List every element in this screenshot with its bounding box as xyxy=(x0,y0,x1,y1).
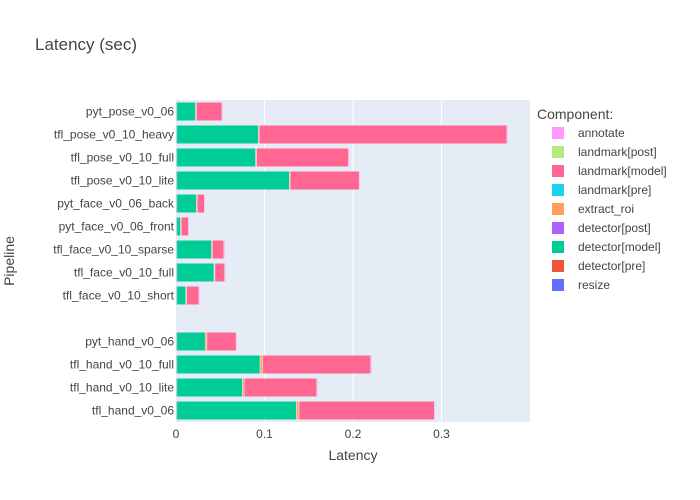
legend-swatch-detector-model xyxy=(552,241,564,253)
bar-landmark-model xyxy=(196,102,223,121)
legend: Component: annotate landmark[post] landmar… xyxy=(537,106,667,292)
y-axis-title: Pipeline xyxy=(1,236,17,286)
legend-label-detector-pre: detector[pre] xyxy=(578,259,645,273)
y-tick-labels: pyt_pose_v0_06 tfl_pose_v0_10_heavy tfl_po… xyxy=(53,105,175,418)
x-tick-labels: 0 0.1 0.2 0.3 xyxy=(173,427,451,441)
bar-landmark-model xyxy=(206,332,237,351)
bar-annotate xyxy=(198,286,201,305)
legend-swatch-annotate xyxy=(552,127,564,139)
y-tick-label: tfl_hand_v0_10_lite xyxy=(70,381,174,395)
bar-landmark-model xyxy=(256,148,349,167)
legend-label-annotate: annotate xyxy=(578,126,625,140)
y-tick-label: tfl_pose_v0_10_heavy xyxy=(54,128,174,142)
bar-annotate xyxy=(358,171,361,190)
legend-title: Component: xyxy=(537,106,613,122)
bar-detector-model xyxy=(176,286,186,305)
bar-extract-roi xyxy=(296,401,300,420)
legend-label-detector-post: detector[post] xyxy=(578,221,651,235)
legend-label-landmark-model: landmark[model] xyxy=(578,164,667,178)
chart-title: Latency (sec) xyxy=(35,35,137,54)
legend-label-detector-model: detector[model] xyxy=(578,240,661,254)
x-tick-label: 0.2 xyxy=(345,427,362,441)
bar-annotate xyxy=(204,194,206,213)
bar-landmark-model xyxy=(214,263,225,282)
x-axis-title: Latency xyxy=(328,447,377,463)
bar-annotate xyxy=(223,240,225,259)
bar-annotate xyxy=(224,263,226,282)
bar-annotate xyxy=(506,125,509,144)
legend-swatch-landmark-post xyxy=(552,146,564,158)
legend-swatch-extract-roi xyxy=(552,203,564,215)
bar-landmark-model xyxy=(186,286,200,305)
y-tick-label: tfl_hand_v0_06 xyxy=(92,404,174,418)
bar-annotate xyxy=(316,378,318,397)
bars xyxy=(175,102,509,420)
y-tick-label: pyt_hand_v0_06 xyxy=(85,335,174,349)
legend-label-extract-roi: extract_roi xyxy=(578,202,634,216)
x-tick-label: 0 xyxy=(173,427,180,441)
y-tick-label: tfl_face_v0_10_short xyxy=(63,289,175,303)
bar-detector-model xyxy=(176,401,297,420)
bar-landmark-model xyxy=(258,125,508,144)
bar-landmark-model xyxy=(243,378,317,397)
bar-detector-model xyxy=(176,125,259,144)
bar-landmark-model xyxy=(181,217,189,236)
y-tick-label: pyt_face_v0_06_back xyxy=(57,197,175,211)
y-tick-label: tfl_pose_v0_10_full xyxy=(71,151,174,165)
y-tick-label: tfl_hand_v0_10_full xyxy=(70,358,174,372)
bar-landmark-model xyxy=(298,401,435,420)
bar-detector-model xyxy=(176,217,181,236)
legend-label-resize: resize xyxy=(578,278,610,292)
bar-detector-model xyxy=(176,332,206,351)
bar-annotate xyxy=(235,332,238,351)
bar-detector-model xyxy=(176,378,243,397)
bar-detector-model xyxy=(176,194,197,213)
bar-detector-model xyxy=(176,171,290,190)
y-tick-label: tfl_face_v0_10_full xyxy=(74,266,174,280)
x-tick-label: 0.3 xyxy=(433,427,450,441)
bar-extract-roi xyxy=(259,355,263,374)
bar-annotate xyxy=(434,401,436,420)
legend-label-landmark-pre: landmark[pre] xyxy=(578,183,651,197)
bar-landmark-model xyxy=(212,240,225,259)
bar-landmark-model xyxy=(289,171,360,190)
x-tick-label: 0.1 xyxy=(256,427,273,441)
legend-label-landmark-post: landmark[post] xyxy=(578,145,657,159)
y-tick-label: pyt_pose_v0_06 xyxy=(86,105,174,119)
legend-swatch-landmark-model xyxy=(552,165,564,177)
bar-detector-model xyxy=(176,355,261,374)
bar-annotate xyxy=(221,102,224,121)
legend-swatch-resize xyxy=(552,279,564,291)
y-tick-label: tfl_face_v0_10_sparse xyxy=(53,243,174,257)
bar-annotate xyxy=(188,217,190,236)
bar-extract-roi xyxy=(242,378,245,397)
y-tick-label: pyt_face_v0_06_front xyxy=(59,220,175,234)
bar-annotate xyxy=(348,148,350,167)
bar-detector-model xyxy=(176,240,212,259)
bar-detector-model xyxy=(176,263,215,282)
bar-landmark-model xyxy=(196,194,205,213)
bar-detector-model xyxy=(176,102,196,121)
legend-swatch-detector-post xyxy=(552,222,564,234)
bar-extract-roi xyxy=(204,332,208,351)
bar-detector-model xyxy=(176,148,256,167)
legend-swatch-detector-pre xyxy=(552,260,564,272)
bar-landmark-model xyxy=(262,355,371,374)
y-tick-label: tfl_pose_v0_10_lite xyxy=(71,174,175,188)
bar-annotate xyxy=(370,355,372,374)
legend-swatch-landmark-pre xyxy=(552,184,564,196)
